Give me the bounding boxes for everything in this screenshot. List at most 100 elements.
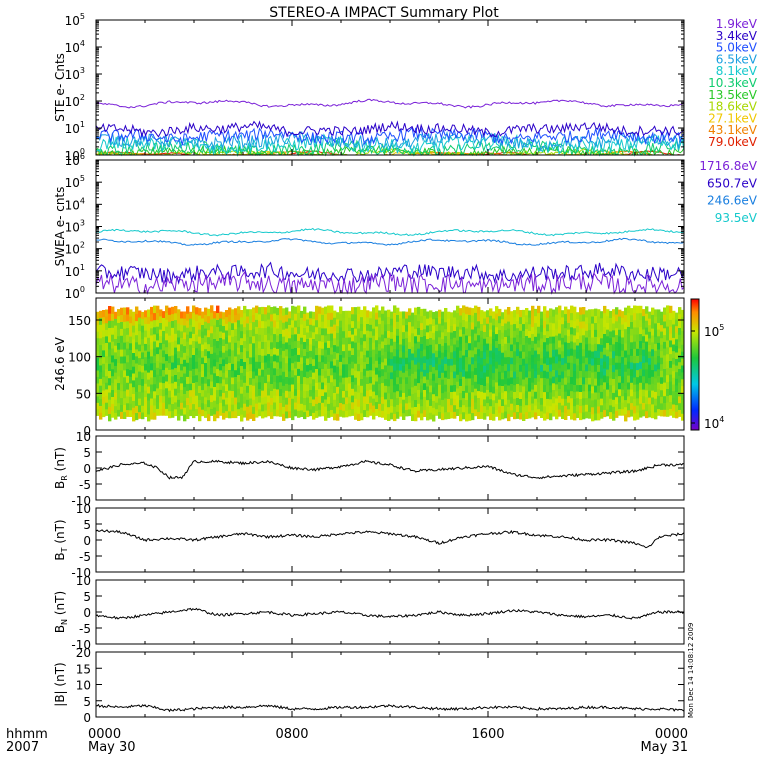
pad-cell	[420, 315, 424, 324]
pad-cell	[618, 329, 622, 337]
pad-cell	[489, 384, 493, 393]
pad-cell	[351, 381, 355, 389]
pad-cell	[183, 325, 187, 333]
pad-cell	[519, 316, 523, 324]
pad-cell	[585, 364, 589, 372]
pad-cell	[186, 327, 190, 335]
pad-cell	[222, 372, 226, 380]
pad-cell	[168, 410, 172, 419]
pad-cell	[633, 412, 637, 421]
pad-cell	[513, 357, 517, 365]
pad-cell	[255, 319, 259, 327]
pad-cell	[372, 377, 376, 385]
pad-cell	[417, 410, 421, 418]
pad-cell	[231, 390, 235, 398]
pad-cell	[441, 392, 445, 400]
pad-cell	[324, 399, 328, 407]
pad-cell	[417, 320, 421, 328]
pad-cell	[300, 370, 304, 378]
pad-cell	[159, 309, 163, 317]
pad-cell	[384, 365, 388, 373]
pad-cell	[486, 363, 490, 371]
pad-cell	[450, 312, 454, 320]
pad-cell	[150, 320, 154, 329]
pad-cell	[444, 391, 448, 399]
pad-cell	[363, 368, 367, 376]
pad-cell	[207, 392, 211, 401]
pad-cell	[267, 353, 271, 361]
pad-cell	[495, 409, 499, 417]
pad-cell	[201, 331, 205, 338]
pad-cell	[525, 321, 529, 330]
pad-cell	[393, 384, 397, 393]
pad-cell	[456, 367, 460, 375]
pad-cell	[471, 370, 475, 379]
ste-ytick-label: 101	[65, 120, 85, 136]
pad-cell	[201, 370, 205, 378]
pad-cell	[546, 391, 550, 399]
pad-cell	[663, 368, 667, 376]
pad-cell	[501, 398, 505, 406]
pad-cell	[270, 383, 274, 391]
pad-cell	[468, 314, 472, 323]
pad-cell	[405, 396, 409, 404]
pad-cell	[621, 363, 625, 371]
pad-cell	[168, 404, 172, 412]
pad-cell	[636, 327, 640, 335]
pad-cell	[621, 317, 625, 325]
pad-cell	[264, 375, 268, 384]
pad-ytick-label: 0	[83, 424, 91, 438]
pad-cell	[489, 322, 493, 330]
pad-cell	[132, 311, 136, 319]
pad-cell	[660, 376, 664, 384]
pad-cell	[579, 384, 583, 392]
pad-cell	[444, 308, 448, 316]
pad-cell	[144, 350, 148, 358]
pad-cell	[372, 321, 376, 329]
pad-cell	[252, 371, 256, 379]
pad-cell	[105, 316, 109, 324]
pad-cell	[144, 330, 148, 338]
pad-cell	[219, 318, 223, 325]
pad-cell	[648, 410, 652, 418]
pad-cell	[330, 381, 334, 390]
pad-cell	[546, 378, 550, 386]
pad-cell	[627, 389, 631, 397]
pad-cell	[207, 378, 211, 387]
pad-cell	[108, 320, 112, 328]
pad-cell	[342, 350, 346, 358]
pad-cell	[417, 355, 421, 363]
pad-cell	[555, 370, 559, 378]
pad-cell	[318, 375, 322, 383]
pad-cell	[444, 370, 448, 378]
pad-cell	[453, 350, 457, 358]
pad-cell	[459, 371, 463, 379]
pad-cell	[426, 338, 430, 346]
pad-cell	[552, 369, 556, 377]
pad-cell	[456, 381, 460, 389]
pad-cell	[675, 371, 679, 379]
pad-cell	[210, 312, 214, 320]
pad-cell	[294, 402, 298, 410]
pad-cell	[321, 321, 325, 329]
pad-cell	[363, 354, 367, 362]
pad-cell	[477, 320, 481, 329]
pad-cell	[165, 353, 169, 361]
pad-cell	[126, 320, 130, 329]
pad-cell	[411, 353, 415, 361]
pad-cell	[312, 385, 316, 393]
pad-cell	[471, 363, 475, 372]
pad-cell	[633, 377, 637, 385]
legends: 1.9keV3.4keV5.0keV6.5keV8.1keV10.3keV13.…	[699, 17, 757, 225]
pad-cell	[105, 375, 109, 383]
pad-cell	[672, 410, 676, 418]
pad-cell	[258, 341, 262, 349]
pad-cell	[252, 364, 256, 372]
pad-cell	[519, 378, 523, 386]
pad-cell	[579, 335, 583, 343]
pad-cell	[201, 376, 205, 384]
pad-cell	[648, 357, 652, 365]
pad-cell	[456, 401, 460, 410]
pad-cell	[399, 318, 403, 325]
pad-cell	[363, 409, 367, 417]
